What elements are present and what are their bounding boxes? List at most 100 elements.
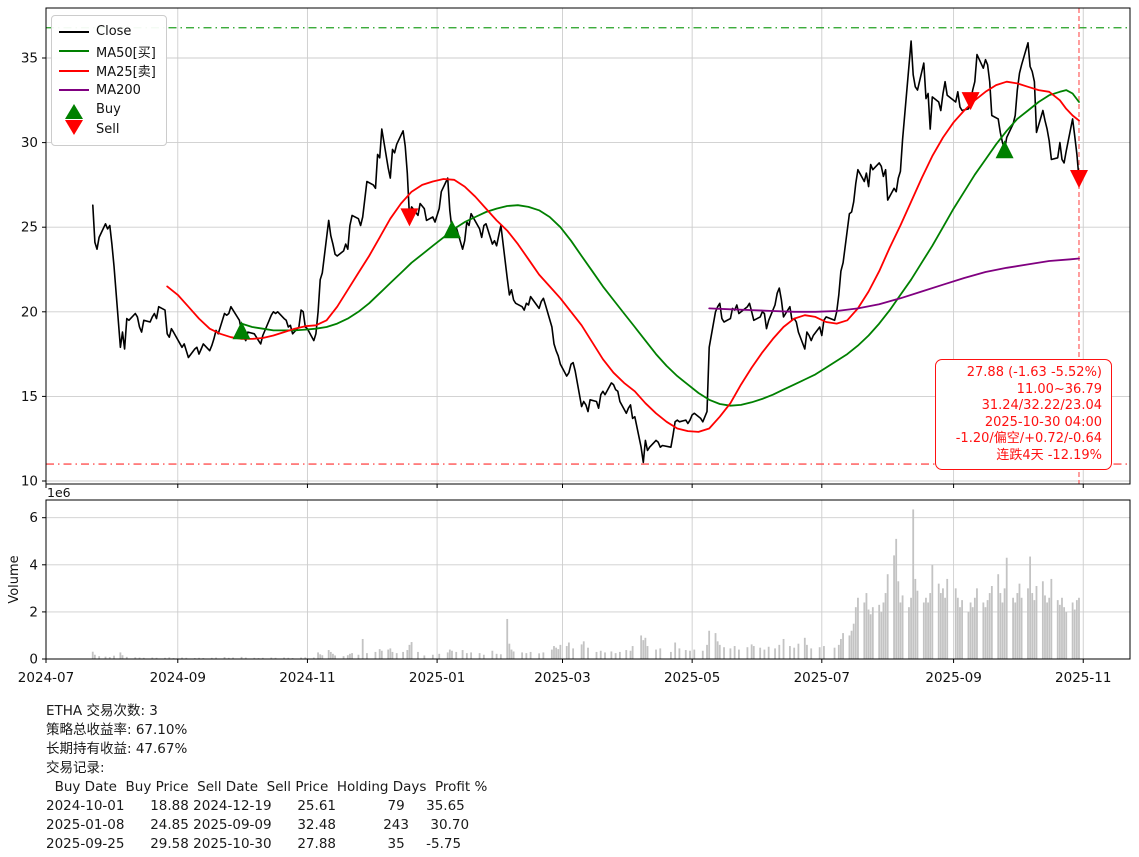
volume-bar: [1044, 595, 1046, 659]
legend-item-buy: Buy: [59, 100, 158, 120]
volume-bar: [438, 653, 441, 659]
volume-bar: [884, 593, 887, 659]
volume-bar: [378, 649, 381, 659]
volume-bar: [253, 657, 256, 659]
x-tick-label: 2024-07: [18, 670, 74, 686]
volume-bar: [810, 648, 813, 659]
volume-bar: [300, 657, 302, 659]
volume-bar: [644, 637, 647, 659]
volume-bar: [659, 648, 662, 659]
volume-bar: [1078, 597, 1080, 659]
volume-bar: [185, 657, 188, 659]
volume-bar: [982, 602, 985, 659]
volume-bar: [506, 618, 509, 659]
legend: Close MA50[买] MA25[卖] MA200 Buy Sell: [51, 15, 167, 146]
volume-bar: [98, 656, 101, 659]
legend-line-swatch: [59, 69, 89, 72]
volume-bar: [895, 538, 898, 659]
volume-bar: [729, 648, 732, 659]
volume-bar: [912, 509, 915, 659]
volume-bar: [91, 651, 94, 659]
volume-bar: [944, 597, 946, 659]
ma50[买]-line-icon: [59, 50, 89, 53]
volume-bar: [1014, 602, 1017, 659]
volume-bar: [693, 649, 696, 659]
volume-bar: [823, 646, 825, 659]
volume-bar: [927, 602, 929, 659]
volume-bar: [893, 555, 895, 659]
volume-bar: [1050, 578, 1053, 659]
volume-bar: [1020, 597, 1023, 659]
stats-line: ETHA 交易次数: 3: [46, 703, 158, 719]
volume-bar: [1016, 593, 1019, 659]
volume-offset-label: 1e6: [47, 485, 71, 500]
volume-bar: [567, 642, 570, 659]
volume-bar: [871, 607, 874, 659]
volume-bar: [708, 630, 711, 659]
price-tick-label: 35: [21, 51, 38, 67]
quote-annotation-box: 27.88 (-1.63 -5.52%) 11.00~36.79 31.24/32.…: [935, 359, 1112, 470]
volume-bar: [582, 641, 585, 659]
volume-bar: [631, 646, 634, 659]
close-line-icon: [59, 30, 89, 33]
volume-bar: [899, 602, 902, 659]
volume-bar: [684, 650, 687, 659]
volume-bar: [351, 653, 353, 659]
legend-item-sell: Sell: [59, 119, 158, 140]
volume-bar: [151, 657, 154, 659]
volume-bar: [797, 643, 800, 659]
stats-line: 长期持有收益: 47.67%: [46, 741, 188, 757]
volume-bar: [134, 657, 137, 659]
volume-bar: [910, 597, 912, 659]
buy-marker: [232, 321, 251, 340]
volume-bar: [240, 656, 243, 659]
sell-marker: [1069, 169, 1088, 188]
volume-bar: [937, 583, 940, 659]
volume-bar: [121, 655, 124, 659]
annotation-line: -1.20/偏空/+0.72/-0.64: [955, 431, 1102, 446]
volume-bar: [774, 648, 776, 659]
x-tick-label: 2025-01: [409, 670, 465, 686]
volume-bar: [969, 602, 972, 659]
volume-bar: [646, 646, 649, 659]
volume-bar: [104, 656, 107, 659]
volume-bar: [789, 646, 791, 659]
volume-bar: [999, 593, 1002, 659]
volume-bar: [408, 644, 411, 659]
volume-bar: [1075, 600, 1078, 659]
volume-bar: [706, 644, 708, 659]
volume-bar: [410, 642, 413, 659]
volume-panel-border: [45, 499, 1131, 660]
ma50-line: [240, 89, 1080, 407]
volume-bar: [886, 574, 889, 659]
volume-bar: [332, 653, 334, 659]
volume-tick-label: 2: [29, 604, 38, 620]
volume-bar: [1033, 600, 1036, 659]
volume-bar: [990, 585, 993, 659]
volume-bar: [897, 581, 900, 659]
volume-bar: [901, 595, 904, 659]
volume-bar: [508, 643, 511, 659]
strategy-stats-block: ETHA 交易次数: 3 策略总收益率: 67.10% 长期持有收益: 47.67%…: [46, 702, 487, 854]
volume-bar: [782, 638, 785, 659]
volume-bar: [423, 655, 426, 659]
legend-item-ma50: MA50[买]: [59, 42, 158, 62]
volume-bar: [521, 652, 524, 659]
volume-bar: [542, 652, 545, 659]
volume-bar: [973, 597, 976, 659]
x-tick-label: 2024-09: [150, 670, 206, 686]
volume-bar: [803, 637, 806, 659]
volume-bar: [865, 593, 868, 659]
volume-bar: [465, 653, 468, 659]
volume-bar: [334, 655, 336, 659]
legend-marker-swatch: [59, 119, 89, 135]
volume-bar: [763, 649, 766, 659]
volume-bar: [984, 607, 987, 659]
volume-bar: [714, 633, 717, 659]
volume-bar: [198, 657, 200, 659]
volume-bar: [914, 578, 917, 659]
volume-bar: [750, 644, 753, 659]
volume-bar: [557, 649, 560, 659]
volume-tick-label: 6: [29, 510, 38, 526]
